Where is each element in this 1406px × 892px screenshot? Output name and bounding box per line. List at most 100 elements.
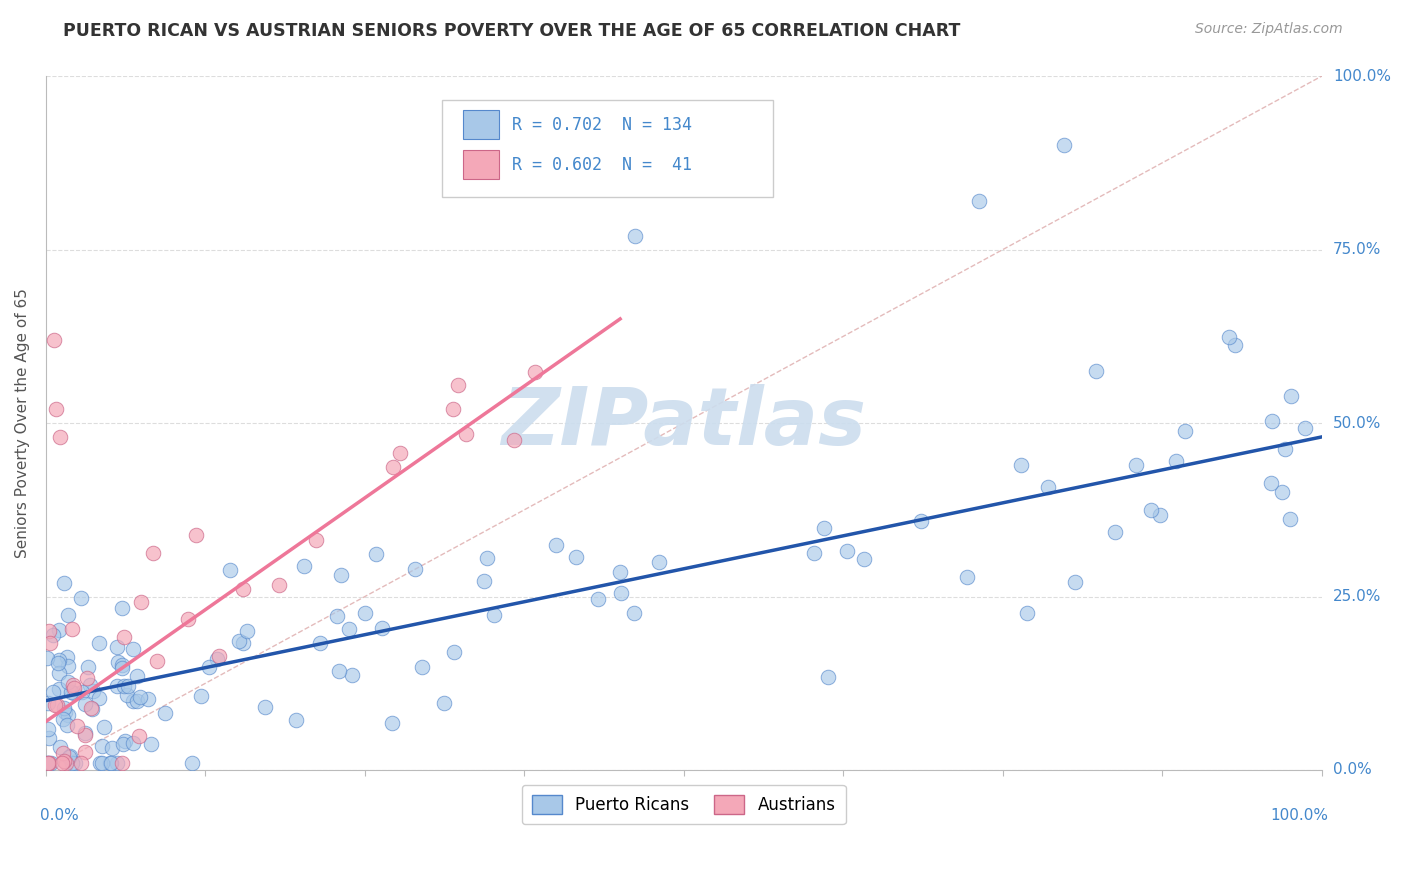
Y-axis label: Seniors Poverty Over the Age of 65: Seniors Poverty Over the Age of 65 <box>15 288 30 558</box>
Point <box>609 586 631 600</box>
Point <box>441 401 464 416</box>
Point <box>381 716 404 731</box>
Point <box>105 640 128 655</box>
Point <box>285 713 308 727</box>
Point <box>198 660 221 674</box>
Point <box>329 568 352 582</box>
Point <box>122 642 145 657</box>
Point <box>404 562 426 576</box>
Point <box>269 577 291 591</box>
Point <box>48 430 70 444</box>
Point <box>60 684 83 698</box>
Point <box>128 729 150 743</box>
Point <box>37 650 59 665</box>
Point <box>146 654 169 668</box>
Point <box>98 756 121 770</box>
Point <box>337 622 360 636</box>
Point <box>45 402 67 417</box>
Point <box>125 669 148 683</box>
Point <box>308 636 330 650</box>
Point <box>1223 338 1246 352</box>
Point <box>648 555 671 569</box>
Point <box>177 612 200 626</box>
Point <box>55 717 77 731</box>
Point <box>122 694 145 708</box>
Point <box>524 365 547 379</box>
Text: ZIPatlas: ZIPatlas <box>502 384 866 462</box>
Point <box>232 582 254 597</box>
Point <box>111 601 134 615</box>
Point <box>49 739 72 754</box>
Point <box>139 737 162 751</box>
Point <box>42 684 65 698</box>
Point <box>835 544 858 558</box>
Point <box>184 528 207 542</box>
Point <box>53 705 76 719</box>
Point <box>56 674 79 689</box>
Point <box>101 741 124 756</box>
Point <box>42 628 65 642</box>
Point <box>1125 458 1147 472</box>
Point <box>1149 508 1171 522</box>
Point <box>447 378 470 392</box>
Point <box>53 754 76 768</box>
Text: 100.0%: 100.0% <box>1333 69 1391 84</box>
Point <box>42 333 65 347</box>
Point <box>502 434 524 448</box>
Point <box>114 733 136 747</box>
Text: Source: ZipAtlas.com: Source: ZipAtlas.com <box>1195 22 1343 37</box>
Point <box>967 194 990 208</box>
FancyBboxPatch shape <box>441 100 773 197</box>
Point <box>52 575 75 590</box>
Point <box>52 700 75 714</box>
Point <box>91 739 114 753</box>
Point <box>190 689 212 703</box>
Point <box>142 545 165 559</box>
Point <box>38 624 60 638</box>
Text: 25.0%: 25.0% <box>1333 589 1381 604</box>
Point <box>623 607 645 621</box>
Point <box>73 745 96 759</box>
Point <box>340 668 363 682</box>
Point <box>294 559 316 574</box>
Text: R = 0.602  N =  41: R = 0.602 N = 41 <box>512 156 692 174</box>
Point <box>817 670 839 684</box>
Point <box>122 736 145 750</box>
Point <box>565 549 588 564</box>
Point <box>38 756 60 770</box>
Point <box>91 756 114 770</box>
Point <box>129 690 152 705</box>
Point <box>48 656 70 670</box>
Point <box>38 636 60 650</box>
Point <box>107 655 129 669</box>
Point <box>60 756 83 770</box>
Point <box>45 698 67 713</box>
Point <box>117 679 139 693</box>
Point <box>80 702 103 716</box>
Point <box>129 595 152 609</box>
Point <box>82 684 104 698</box>
Point <box>443 645 465 659</box>
Point <box>48 653 70 667</box>
Point <box>79 678 101 692</box>
Legend: Puerto Ricans, Austrians: Puerto Ricans, Austrians <box>522 785 846 824</box>
Text: R = 0.702  N = 134: R = 0.702 N = 134 <box>512 116 692 134</box>
Point <box>89 756 111 770</box>
Point <box>63 686 86 700</box>
Point <box>382 459 405 474</box>
Point <box>353 606 375 620</box>
Point <box>813 521 835 535</box>
Point <box>364 548 387 562</box>
Point <box>48 624 70 638</box>
Point <box>48 666 70 681</box>
Point <box>1274 442 1296 456</box>
Point <box>153 706 176 720</box>
Point <box>75 697 97 711</box>
Point <box>70 591 93 605</box>
Point <box>1261 414 1284 428</box>
Point <box>254 700 277 714</box>
Text: 50.0%: 50.0% <box>1333 416 1381 431</box>
Point <box>93 720 115 734</box>
Point <box>48 681 70 696</box>
Point <box>56 607 79 622</box>
